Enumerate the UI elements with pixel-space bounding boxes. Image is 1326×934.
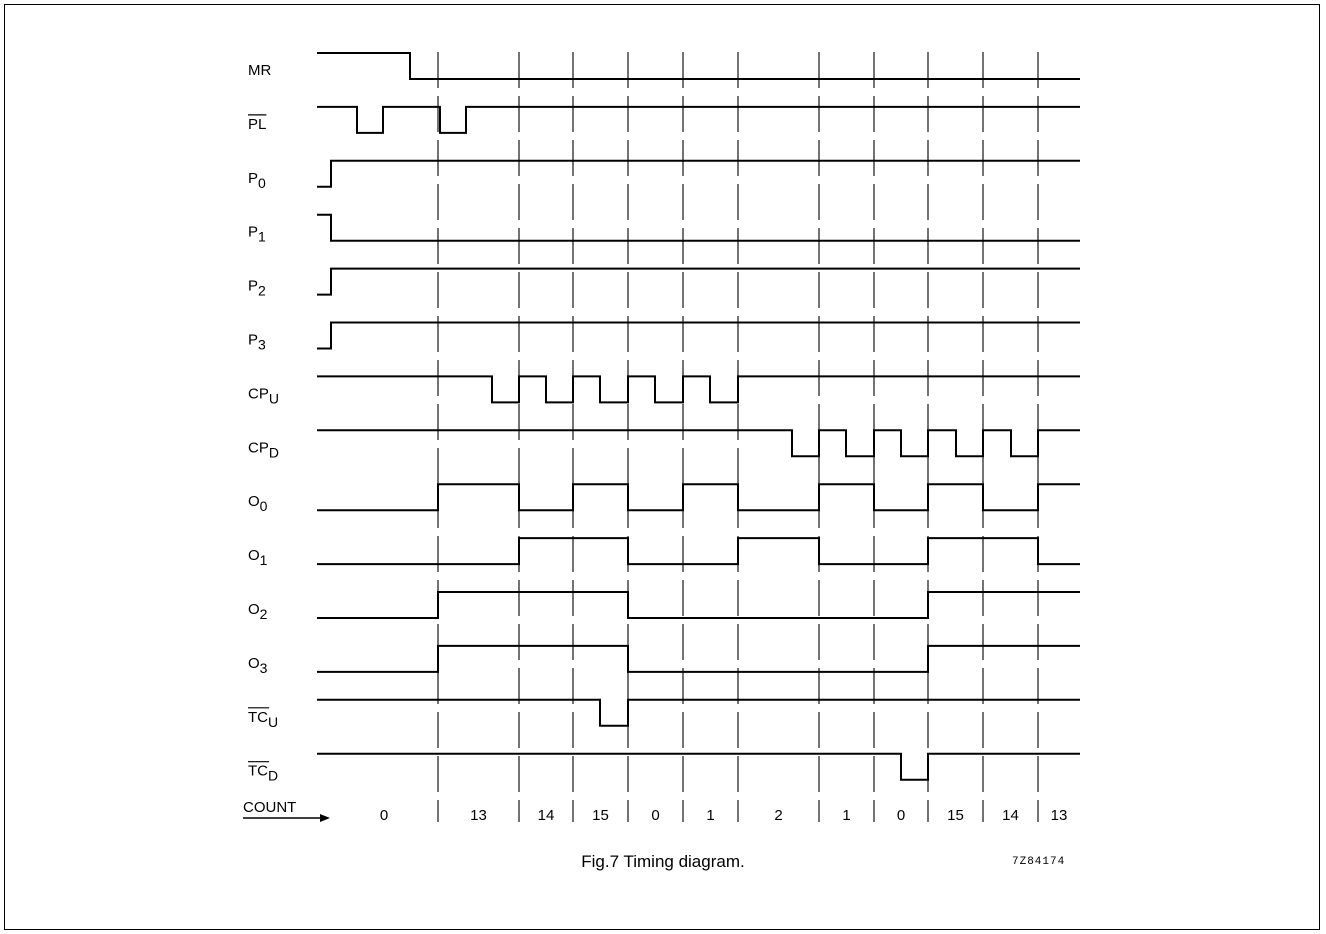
figure-frame (4, 4, 1320, 930)
signal-label-q1: O1 (248, 547, 268, 568)
count-value: 14 (1002, 807, 1019, 824)
waveform-cpu (317, 375, 1080, 404)
waveform-tcu (317, 698, 1080, 727)
waveform-tcd (317, 752, 1080, 781)
signal-label-cpd: CPD (248, 439, 279, 460)
signal-label-p1: P1 (248, 224, 266, 245)
signal-label-q3: O3 (248, 655, 268, 676)
waveforms (317, 52, 1080, 781)
waveform-q1 (317, 537, 1080, 566)
waveform-q3 (317, 644, 1080, 673)
count-label: COUNT (243, 799, 296, 816)
signal-label-p2: P2 (248, 278, 266, 299)
waveform-p0 (317, 159, 1080, 188)
signal-label-q0: O0 (248, 493, 268, 514)
signal-label-q2: O2 (248, 601, 268, 622)
waveform-cpd (317, 429, 1080, 458)
count-value: 1 (706, 807, 714, 824)
signal-label-p3: P3 (248, 332, 266, 353)
waveform-q0 (317, 483, 1080, 512)
count-value: 2 (774, 807, 782, 824)
signal-label-tcu: TCU (248, 709, 278, 730)
signal-label-tcd: TCD (248, 763, 278, 784)
signal-label-cpu: CPU (248, 385, 279, 406)
count-value: 13 (470, 807, 487, 824)
waveform-q2 (317, 591, 1080, 619)
count-row: COUNT 0 13 14 15 0 1 2 1 0 15 14 13 (243, 799, 1067, 824)
count-value: 0 (651, 807, 659, 824)
count-value: 15 (592, 807, 609, 824)
count-value: 1 (842, 807, 850, 824)
waveform-p2 (317, 267, 1080, 296)
signal-label-pl: PL (248, 116, 266, 133)
time-grid (437, 52, 1039, 822)
count-value: 13 (1051, 807, 1068, 824)
waveform-p1 (317, 213, 1080, 242)
count-value: 0 (380, 807, 388, 824)
reference-code: 7Z84174 (1012, 856, 1065, 868)
signal-label-mr: MR (248, 62, 271, 79)
count-value: 0 (897, 807, 905, 824)
signal-labels: MR PL P0 P1 P2 P3 CPU CPD O0 O1 O2 O3 TCU TCD (248, 62, 279, 784)
waveform-pl (317, 105, 1080, 134)
waveform-mr (317, 52, 1080, 80)
signal-label-p0: P0 (248, 170, 266, 191)
count-value: 14 (538, 807, 555, 824)
count-value: 15 (947, 807, 964, 824)
figure-caption: Fig.7 Timing diagram. (581, 852, 745, 871)
waveform-p3 (317, 321, 1080, 350)
